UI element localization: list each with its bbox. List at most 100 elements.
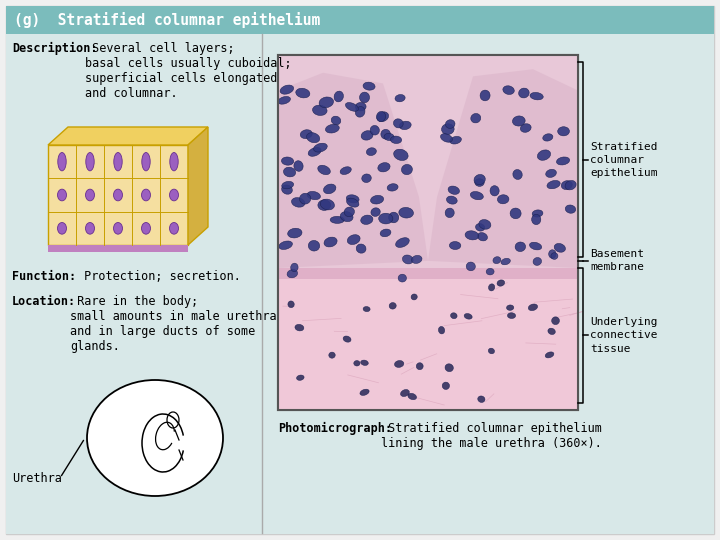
Ellipse shape <box>394 119 403 128</box>
Ellipse shape <box>86 152 94 171</box>
Ellipse shape <box>323 184 336 194</box>
Ellipse shape <box>399 207 413 218</box>
Ellipse shape <box>395 238 409 247</box>
Ellipse shape <box>394 149 408 160</box>
Ellipse shape <box>467 262 475 271</box>
Text: Protection; secretion.: Protection; secretion. <box>77 270 241 283</box>
Ellipse shape <box>529 242 541 250</box>
Ellipse shape <box>361 215 373 225</box>
Ellipse shape <box>565 205 576 213</box>
Ellipse shape <box>377 111 386 122</box>
Ellipse shape <box>545 352 554 358</box>
Ellipse shape <box>300 193 311 204</box>
Ellipse shape <box>532 210 543 217</box>
Ellipse shape <box>307 133 320 143</box>
Ellipse shape <box>346 103 359 111</box>
Ellipse shape <box>390 302 396 309</box>
Polygon shape <box>278 73 428 268</box>
Ellipse shape <box>114 152 122 171</box>
Text: (g)  Stratified columnar epithelium: (g) Stratified columnar epithelium <box>14 12 320 28</box>
Ellipse shape <box>549 250 556 258</box>
Ellipse shape <box>278 97 290 104</box>
Ellipse shape <box>477 233 487 241</box>
Ellipse shape <box>470 192 483 200</box>
Ellipse shape <box>356 103 366 111</box>
Ellipse shape <box>474 174 485 185</box>
Ellipse shape <box>363 82 375 90</box>
Ellipse shape <box>471 113 481 123</box>
Ellipse shape <box>402 165 413 174</box>
Ellipse shape <box>329 352 336 358</box>
Ellipse shape <box>546 170 557 178</box>
Ellipse shape <box>379 213 393 224</box>
Ellipse shape <box>448 186 459 194</box>
Ellipse shape <box>400 121 411 130</box>
Ellipse shape <box>344 207 354 217</box>
Ellipse shape <box>308 147 321 156</box>
Ellipse shape <box>402 255 413 264</box>
FancyBboxPatch shape <box>278 258 578 279</box>
Ellipse shape <box>279 241 292 249</box>
Ellipse shape <box>341 212 353 221</box>
Ellipse shape <box>515 242 526 252</box>
Ellipse shape <box>330 217 344 224</box>
Ellipse shape <box>86 222 94 234</box>
Ellipse shape <box>366 148 377 156</box>
Ellipse shape <box>565 180 576 190</box>
Ellipse shape <box>508 313 516 319</box>
Ellipse shape <box>507 305 514 310</box>
Ellipse shape <box>547 180 560 189</box>
Ellipse shape <box>552 317 559 325</box>
Ellipse shape <box>307 191 320 200</box>
Text: Rare in the body;
small amounts in male urethra
and in large ducts of some
gland: Rare in the body; small amounts in male … <box>70 295 276 353</box>
Ellipse shape <box>548 328 555 334</box>
Ellipse shape <box>282 157 294 165</box>
Ellipse shape <box>445 208 454 218</box>
Ellipse shape <box>400 389 409 396</box>
Ellipse shape <box>411 255 422 264</box>
Ellipse shape <box>390 136 402 144</box>
Ellipse shape <box>325 124 339 133</box>
Text: Function:: Function: <box>12 270 76 283</box>
Ellipse shape <box>142 222 150 234</box>
Ellipse shape <box>518 88 529 98</box>
Ellipse shape <box>371 80 485 186</box>
Ellipse shape <box>334 91 343 102</box>
Ellipse shape <box>408 393 417 400</box>
Ellipse shape <box>312 105 327 116</box>
Ellipse shape <box>479 220 491 229</box>
Ellipse shape <box>291 263 298 272</box>
Ellipse shape <box>510 208 521 219</box>
Ellipse shape <box>300 130 312 139</box>
Ellipse shape <box>387 184 398 191</box>
Ellipse shape <box>501 258 510 265</box>
Ellipse shape <box>282 185 292 194</box>
Ellipse shape <box>346 198 359 207</box>
Ellipse shape <box>340 167 351 174</box>
Ellipse shape <box>480 90 490 101</box>
Text: Underlying
connective
tissue: Underlying connective tissue <box>590 317 657 354</box>
Ellipse shape <box>371 195 384 204</box>
Ellipse shape <box>58 222 66 234</box>
Ellipse shape <box>488 348 495 354</box>
Ellipse shape <box>543 134 553 141</box>
FancyBboxPatch shape <box>48 245 188 252</box>
Ellipse shape <box>554 244 565 252</box>
Ellipse shape <box>343 336 351 342</box>
Ellipse shape <box>294 161 303 171</box>
Ellipse shape <box>86 189 94 201</box>
Ellipse shape <box>292 198 305 207</box>
Ellipse shape <box>449 241 461 249</box>
Ellipse shape <box>142 152 150 171</box>
Ellipse shape <box>319 97 333 107</box>
Ellipse shape <box>442 382 449 389</box>
Ellipse shape <box>446 196 457 204</box>
Text: Description:: Description: <box>12 42 97 55</box>
Polygon shape <box>48 127 208 145</box>
Ellipse shape <box>464 314 472 319</box>
Ellipse shape <box>398 274 407 282</box>
Ellipse shape <box>395 361 404 367</box>
Ellipse shape <box>288 228 302 238</box>
Ellipse shape <box>533 258 541 265</box>
Text: Basement
membrane: Basement membrane <box>590 249 644 273</box>
